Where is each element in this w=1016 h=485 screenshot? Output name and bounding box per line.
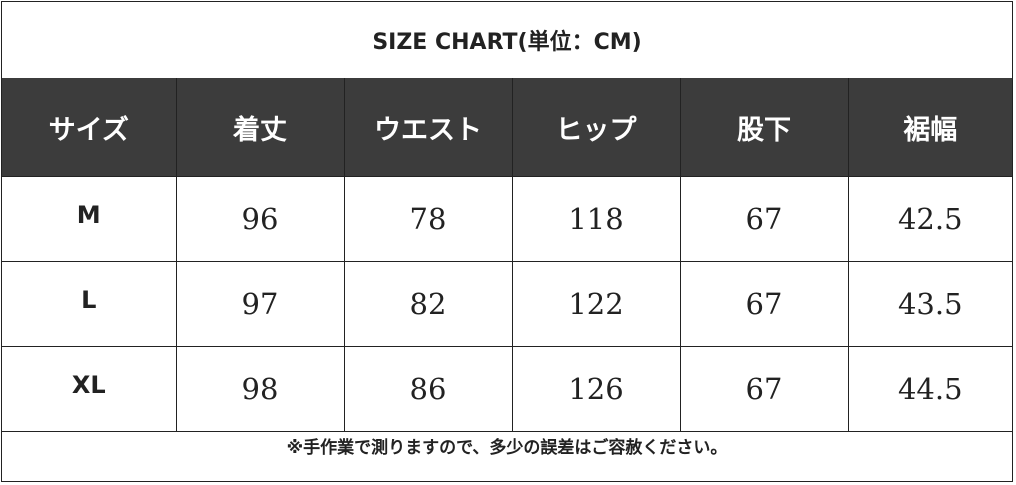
- table-cell: 44.5: [847, 346, 1012, 432]
- table-row: M 96 78 118 67 42.5: [2, 176, 1012, 262]
- table-cell: 67: [679, 261, 849, 347]
- header-inseam: 股下: [679, 78, 849, 177]
- header-hem-width: 裾幅: [847, 78, 1012, 177]
- measurement-note: ※手作業で測りますので、多少の誤差はご容赦ください。: [286, 438, 728, 458]
- table-cell: 126: [511, 346, 681, 432]
- table-cell: 86: [343, 346, 513, 432]
- table-cell: 97: [175, 261, 345, 347]
- size-table: サイズ 着丈 ウエスト ヒップ 股下 裾幅 M 96 78 118 67 42.…: [2, 78, 1012, 432]
- size-label: L: [2, 261, 177, 347]
- table-cell: 96: [175, 176, 345, 262]
- table-cell: 122: [511, 261, 681, 347]
- header-hip: ヒップ: [511, 78, 681, 177]
- header-size: サイズ: [2, 78, 177, 177]
- size-label: XL: [2, 346, 177, 432]
- table-cell: 118: [511, 176, 681, 262]
- table-row: L 97 82 122 67 43.5: [2, 261, 1012, 347]
- table-row: XL 98 86 126 67 44.5: [2, 346, 1012, 432]
- table-cell: 67: [679, 346, 849, 432]
- table-cell: 82: [343, 261, 513, 347]
- header-row: サイズ 着丈 ウエスト ヒップ 股下 裾幅: [2, 78, 1012, 177]
- header-waist: ウエスト: [343, 78, 513, 177]
- table-cell: 67: [679, 176, 849, 262]
- chart-title: SIZE CHART(単位：CM): [2, 2, 1012, 79]
- size-label: M: [2, 176, 177, 262]
- table-cell: 98: [175, 346, 345, 432]
- table-cell: 42.5: [847, 176, 1012, 262]
- table-cell: 78: [343, 176, 513, 262]
- header-length: 着丈: [175, 78, 345, 177]
- table-cell: 43.5: [847, 261, 1012, 347]
